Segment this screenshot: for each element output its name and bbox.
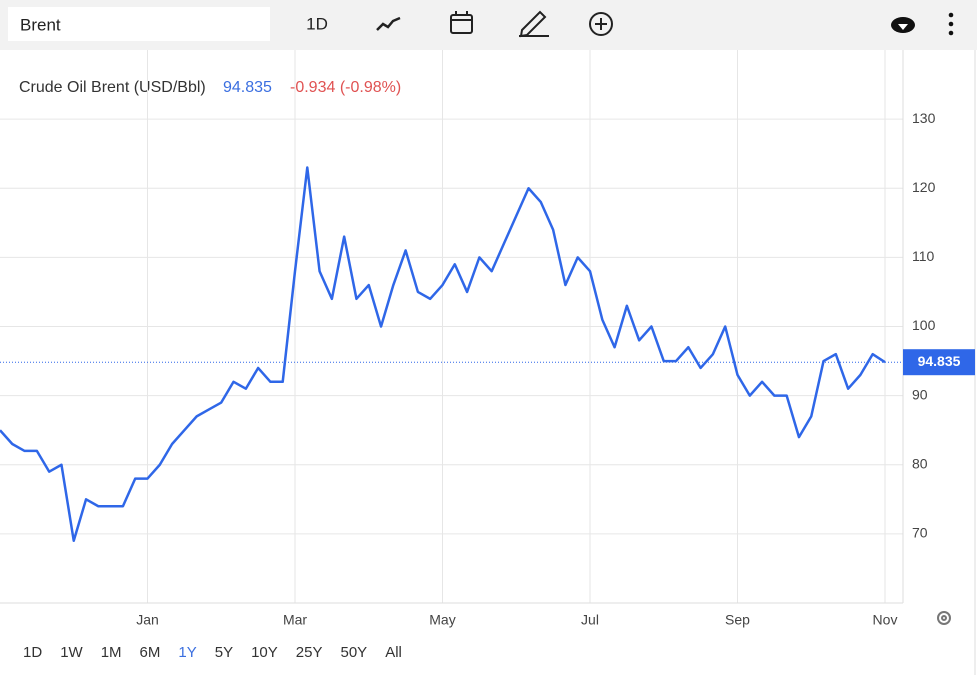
range-button[interactable]: 50Y [340,644,368,661]
menu-icon[interactable] [948,12,954,36]
instrument-name: Crude Oil Brent (USD/Bbl) [19,79,206,96]
range-button[interactable]: 1Y [178,644,197,661]
interval-button[interactable]: 1D [306,14,328,33]
x-tick-label: Mar [283,612,307,628]
range-button[interactable]: 6M [139,644,161,661]
calendar-icon[interactable] [450,11,473,34]
price-change: -0.934 (-0.98%) [290,79,401,96]
download-icon[interactable] [891,17,915,33]
draw-icon[interactable] [519,10,549,38]
y-tick-label: 130 [912,110,936,126]
last-price-tag-label: 94.835 [918,353,961,369]
search-box[interactable] [8,7,270,41]
x-tick-label: Jan [136,612,159,628]
y-tick-label: 110 [912,248,935,264]
x-tick-label: Jul [581,612,599,628]
x-tick-label: Sep [725,612,750,628]
range-button[interactable]: 10Y [251,644,278,661]
settings-icon[interactable] [937,611,951,625]
last-price: 94.835 [223,79,272,96]
x-tick-label: Nov [873,612,898,628]
range-button[interactable]: All [385,644,402,661]
y-tick-label: 100 [912,317,936,333]
range-bar: 1D 1W 1M 6M 1Y 5Y 10Y 25Y 50Y All [14,644,411,661]
range-button[interactable]: 1M [100,644,122,661]
range-button[interactable]: 5Y [214,644,234,661]
y-tick-label: 80 [912,455,928,471]
x-tick-label: May [429,612,455,628]
range-button[interactable]: 25Y [295,644,323,661]
grid [0,50,903,603]
last-price-tag [903,349,975,376]
add-icon[interactable] [589,12,613,36]
y-tick-label: 90 [912,386,928,402]
price-line [0,166,886,543]
chart-type-icon[interactable] [376,16,401,31]
range-button[interactable]: 1D [23,644,43,661]
search-text[interactable]: Brent [20,15,61,34]
y-tick-label: 120 [912,179,936,195]
y-tick-label: 70 [912,525,928,541]
range-button[interactable]: 1W [60,644,83,661]
